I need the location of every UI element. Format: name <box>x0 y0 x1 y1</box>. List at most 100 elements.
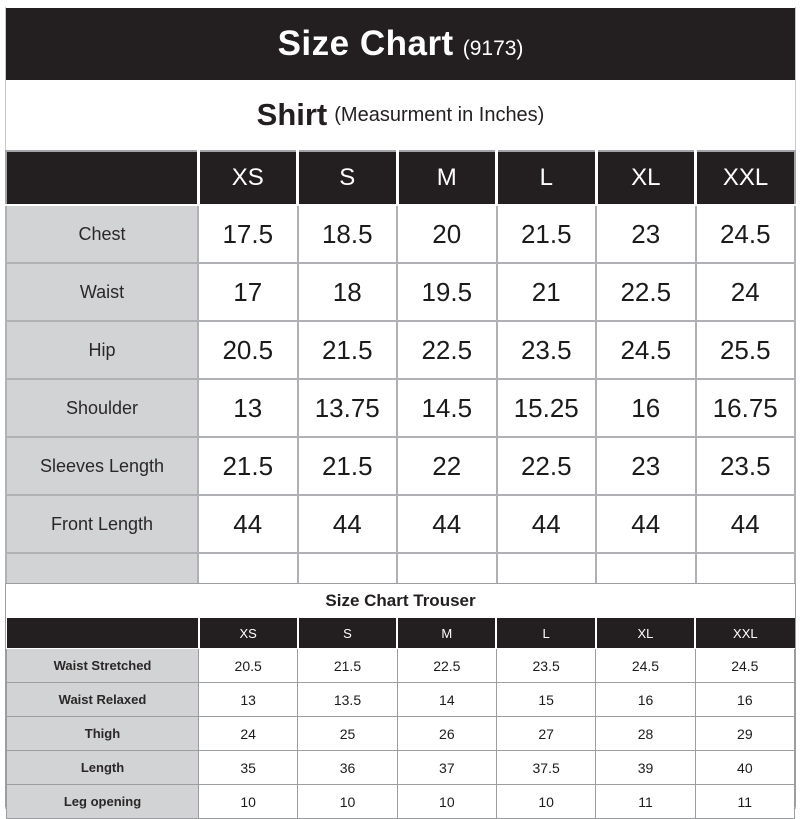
shirt-measurement-note: (Measurment in Inches) <box>334 103 545 126</box>
size-value: 35 <box>197 750 299 785</box>
size-value: 19.5 <box>396 262 498 322</box>
size-value: 22.5 <box>495 436 597 496</box>
size-value: 16 <box>595 682 696 717</box>
size-value: 22.5 <box>396 648 497 683</box>
size-value: 21.5 <box>296 320 398 380</box>
size-chart-title: Size Chart <box>277 24 454 63</box>
trouser-row-length: Length 35 36 37 37.5 39 40 <box>6 750 796 785</box>
size-value: 24.5 <box>595 320 697 380</box>
size-value: 25.5 <box>694 320 796 380</box>
size-column-header-s: S <box>296 151 397 206</box>
size-value: 23.5 <box>694 436 796 496</box>
size-value: 13.75 <box>296 378 398 438</box>
trouser-row-waist-stretched: Waist Stretched 20.5 21.5 22.5 23.5 24.5… <box>6 648 796 683</box>
size-value: 10 <box>197 784 299 819</box>
size-value: 22.5 <box>396 320 498 380</box>
size-column-header-m: M <box>396 618 497 649</box>
size-chart-banner: Size Chart (9173) <box>6 8 795 80</box>
measurement-label: Sleeves Length <box>5 436 199 496</box>
measurement-label: Shoulder <box>5 378 199 438</box>
size-value: 24.5 <box>694 648 796 683</box>
size-column-header-xl: XL <box>594 151 696 206</box>
trouser-row-thigh: Thigh 24 25 26 27 28 29 <box>6 716 796 751</box>
size-value: 16.75 <box>694 378 796 438</box>
measurement-label: Length <box>6 750 199 785</box>
trouser-size-table: XS S M L XL XXL Waist Stretched 20.5 21.… <box>6 618 796 819</box>
size-value: 25 <box>297 716 398 751</box>
size-value: 44 <box>197 494 299 554</box>
shirt-row-waist: Waist 17 18 19.5 21 22.5 24 <box>5 262 796 322</box>
size-value: 15 <box>495 682 597 717</box>
size-value: 14 <box>396 682 497 717</box>
shirt-header-corner-cell <box>6 151 198 206</box>
measurement-label: Waist Relaxed <box>6 682 199 717</box>
shirt-heading: Shirt (Measurment in Inches) <box>6 80 795 150</box>
size-value: 24 <box>694 262 796 322</box>
trouser-size-header-row: XS S M L XL XXL <box>6 618 795 649</box>
size-value: 13 <box>197 682 299 717</box>
size-column-header-m: M <box>395 151 497 206</box>
size-value: 28 <box>595 716 696 751</box>
size-value: 23.5 <box>495 320 597 380</box>
measurement-label: Leg opening <box>6 784 199 819</box>
size-value: 44 <box>296 494 398 554</box>
size-column-header-xs: XS <box>197 618 298 649</box>
size-column-header-xs: XS <box>196 151 298 206</box>
measurement-label: Hip <box>5 320 199 380</box>
measurement-label: Waist <box>5 262 199 322</box>
size-value: 29 <box>694 716 796 751</box>
shirt-row-front-length: Front Length 44 44 44 44 44 44 <box>5 494 796 554</box>
size-value: 13 <box>197 378 299 438</box>
size-value: 24.5 <box>595 648 696 683</box>
shirt-size-table: XS S M L XL XXL Chest 17.5 18.5 20 21.5 … <box>5 150 796 608</box>
size-value: 23 <box>595 204 697 264</box>
size-value: 18 <box>296 262 398 322</box>
size-value: 15.25 <box>495 378 597 438</box>
size-column-header-l: L <box>495 151 596 206</box>
size-value: 10 <box>396 784 497 819</box>
size-value: 11 <box>694 784 796 819</box>
size-value: 44 <box>396 494 498 554</box>
size-value: 39 <box>595 750 696 785</box>
size-value: 26 <box>396 716 497 751</box>
size-value: 24.5 <box>694 204 796 264</box>
trouser-section: Size Chart Trouser XS S M L XL XXL Waist… <box>5 583 796 819</box>
size-value: 16 <box>694 682 796 717</box>
measurement-label: Chest <box>5 204 199 264</box>
size-value: 22.5 <box>595 262 697 322</box>
size-value: 24 <box>197 716 299 751</box>
size-value: 21.5 <box>296 436 398 496</box>
size-value: 22 <box>396 436 498 496</box>
shirt-row-shoulder: Shoulder 13 13.75 14.5 15.25 16 16.75 <box>5 378 796 438</box>
size-column-header-xl: XL <box>594 618 696 649</box>
trouser-table-title: Size Chart Trouser <box>325 591 476 610</box>
shirt-size-header-row: XS S M L XL XXL <box>6 151 795 206</box>
size-value: 20 <box>396 204 498 264</box>
size-value: 20.5 <box>197 320 299 380</box>
size-value: 21.5 <box>197 436 299 496</box>
size-value: 16 <box>595 378 697 438</box>
shirt-row-sleeves-length: Sleeves Length 21.5 21.5 22 22.5 23 23.5 <box>5 436 796 496</box>
trouser-row-waist-relaxed: Waist Relaxed 13 13.5 14 15 16 16 <box>6 682 796 717</box>
size-value: 10 <box>297 784 398 819</box>
size-value: 44 <box>495 494 597 554</box>
size-value: 21.5 <box>297 648 398 683</box>
size-value: 44 <box>595 494 697 554</box>
shirt-row-chest: Chest 17.5 18.5 20 21.5 23 24.5 <box>5 204 796 264</box>
trouser-header-corner-cell <box>6 618 199 649</box>
size-value: 23 <box>595 436 697 496</box>
size-value: 37.5 <box>495 750 597 785</box>
size-value: 20.5 <box>197 648 299 683</box>
size-value: 11 <box>595 784 696 819</box>
size-value: 44 <box>694 494 796 554</box>
size-value: 37 <box>396 750 497 785</box>
measurement-label: Front Length <box>5 494 199 554</box>
size-value: 14.5 <box>396 378 498 438</box>
size-value: 21 <box>495 262 597 322</box>
size-value: 18.5 <box>296 204 398 264</box>
size-column-header-xxl: XXL <box>694 151 795 206</box>
size-value: 23.5 <box>495 648 597 683</box>
size-column-header-xxl: XXL <box>694 618 795 649</box>
banner-text: Size Chart (9173) <box>278 24 524 64</box>
size-value: 17.5 <box>197 204 299 264</box>
